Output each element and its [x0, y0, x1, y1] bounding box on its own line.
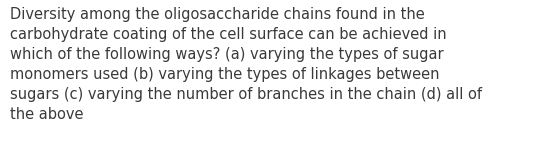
Text: Diversity among the oligosaccharide chains found in the
carbohydrate coating of : Diversity among the oligosaccharide chai…: [10, 7, 482, 122]
